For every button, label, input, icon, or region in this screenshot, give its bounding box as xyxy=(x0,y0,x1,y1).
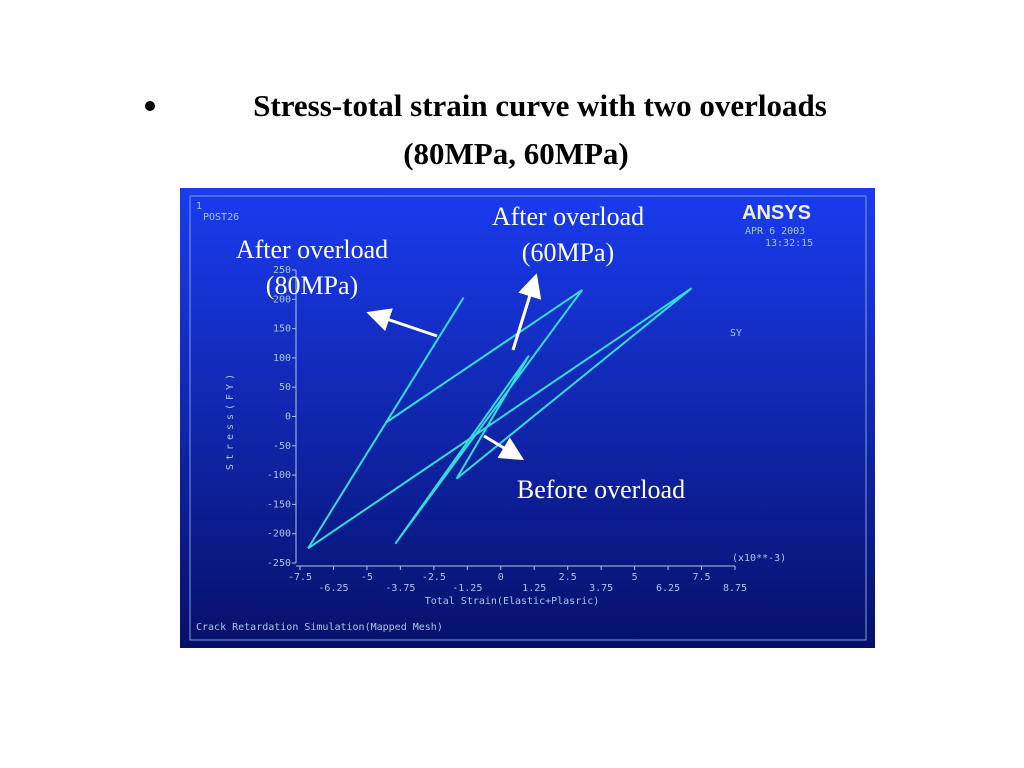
annotation: After overload xyxy=(236,235,388,264)
x-tick-label: -2.5 xyxy=(422,572,446,583)
x-tick-label: 2.5 xyxy=(559,572,577,583)
y-tick-label: 0 xyxy=(285,412,291,423)
annotation: Before overload xyxy=(517,475,685,504)
y-tick-label: -50 xyxy=(273,441,291,452)
date: APR 6 2003 xyxy=(745,226,805,237)
y-axis-label: Stress(FY) xyxy=(225,370,236,470)
x-tick-label: 8.75 xyxy=(723,583,747,594)
y-tick-label: -150 xyxy=(267,499,291,510)
y-tick-label: -250 xyxy=(267,558,291,569)
annotation: (80MPa) xyxy=(266,271,358,300)
footer: Crack Retardation Simulation(Mapped Mesh… xyxy=(196,622,443,633)
x-tick-label: -5 xyxy=(361,572,373,583)
y-tick-label: 250 xyxy=(273,265,291,276)
x-tick-label: -6.25 xyxy=(318,583,348,594)
arrow xyxy=(511,273,542,351)
y-tick-label: -100 xyxy=(267,470,291,481)
frame xyxy=(189,195,867,641)
y-tick-label: 150 xyxy=(273,324,291,335)
window-number: 1 xyxy=(196,201,202,212)
arrow xyxy=(483,434,525,461)
x-tick-label: -3.75 xyxy=(385,583,415,594)
logo: ANSYS xyxy=(742,202,811,224)
x-tick-label: 1.25 xyxy=(522,583,546,594)
bullet xyxy=(145,101,155,111)
annotation: After overload xyxy=(492,202,644,231)
y-tick-label: 200 xyxy=(273,294,291,305)
x-tick-label: 5 xyxy=(632,572,638,583)
x-tick-label: 3.75 xyxy=(589,583,613,594)
time: 13:32:15 xyxy=(765,238,813,249)
x-tick-label: 6.25 xyxy=(656,583,680,594)
x-tick-label: 7.5 xyxy=(693,572,711,583)
slide-title: (80MPa, 60MPa) xyxy=(403,136,629,171)
annotation: (60MPa) xyxy=(522,238,614,267)
arrow xyxy=(366,308,438,338)
series-label: SY xyxy=(730,328,742,339)
data-line xyxy=(307,287,693,550)
x-tick-label: -1.25 xyxy=(452,583,482,594)
plot-name: POST26 xyxy=(203,212,239,223)
x-tick-label: 0 xyxy=(498,572,504,583)
y-tick-label: 100 xyxy=(273,353,291,364)
x-axis-label: Total Strain(Elastic+Plasric) xyxy=(425,596,600,607)
y-tick-label: -200 xyxy=(267,529,291,540)
y-tick-label: 50 xyxy=(279,382,291,393)
slide-title: Stress-total strain curve with two overl… xyxy=(253,88,827,123)
x-multiplier: (x10**-3) xyxy=(732,553,786,564)
x-tick-label: -7.5 xyxy=(288,572,312,583)
